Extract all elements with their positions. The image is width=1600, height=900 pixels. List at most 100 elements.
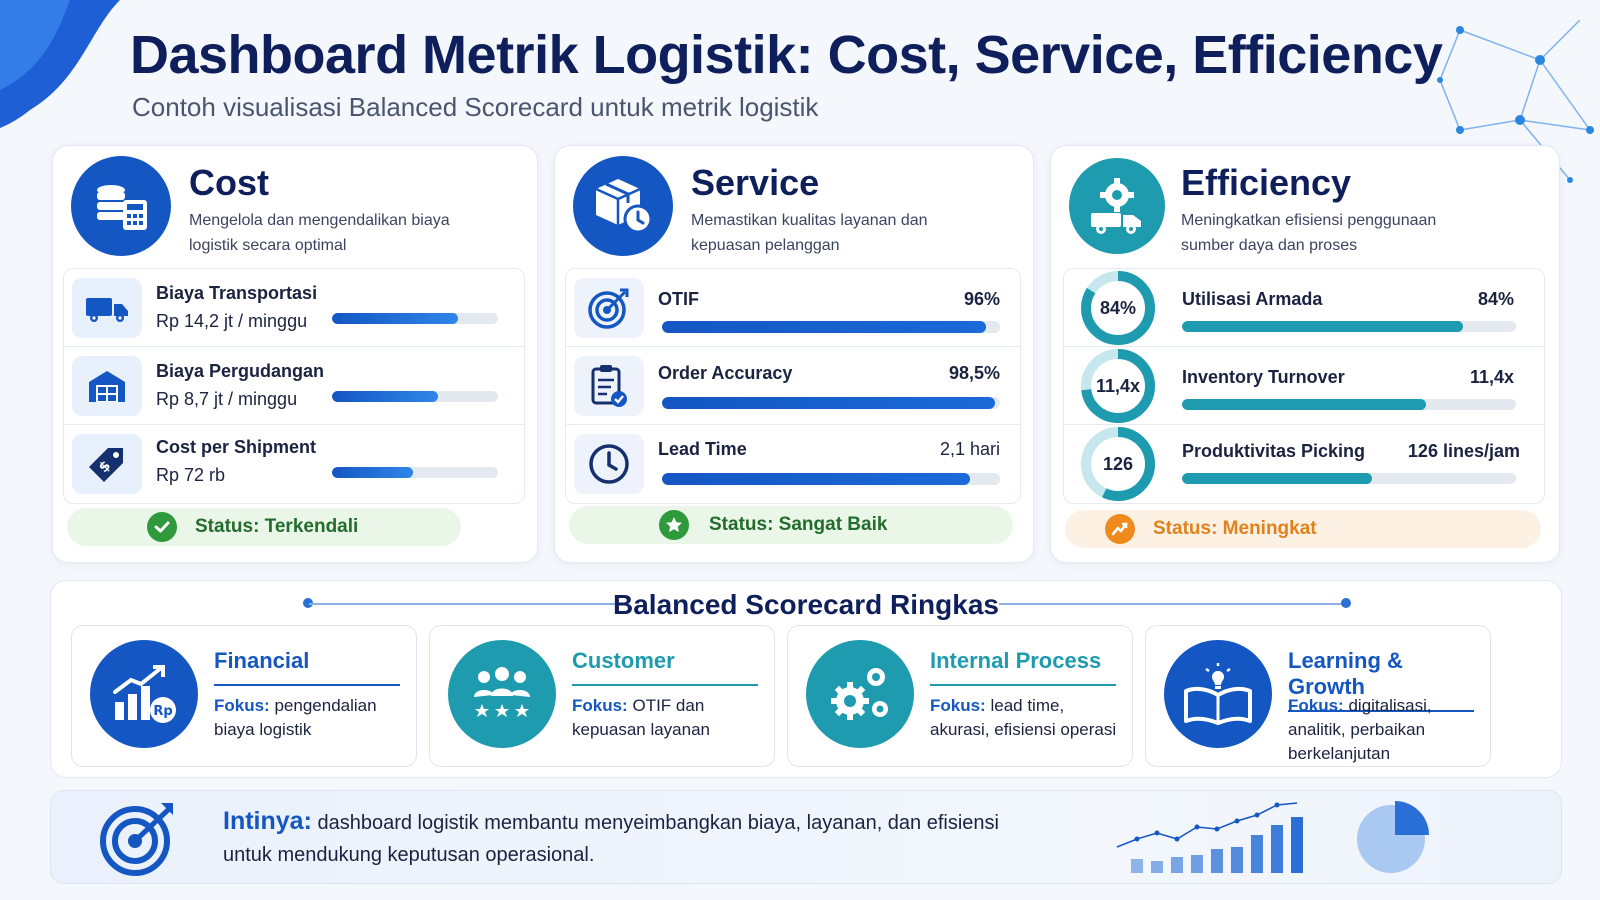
efficiency-card: Efficiency Meningkatkan efisiensi penggu… — [1050, 145, 1560, 563]
progress-bar — [662, 473, 1000, 485]
takeaway-body: dashboard logistik membantu menyeimbangk… — [223, 812, 999, 866]
page-title: Dashboard Metrik Logistik: Cost, Service… — [130, 25, 1443, 85]
corner-swoosh-decoration — [0, 0, 120, 128]
metric-row-inventory-turnover: 11,4x Inventory Turnover 11,4x — [1064, 347, 1544, 425]
metric-label: Cost per Shipment — [156, 437, 317, 457]
bsc-name: Financial — [214, 648, 400, 686]
metric-value: 98,5% — [948, 363, 1000, 383]
gear-truck-icon — [1069, 158, 1165, 254]
network-decoration — [1437, 20, 1594, 183]
metric-label: Order Accuracy — [658, 363, 793, 383]
bsc-focus: Fokus: lead time, akurasi, efisiensi ope… — [930, 694, 1126, 742]
progress-bar — [332, 391, 498, 402]
service-card: Service Memastikan kualitas layanan dan … — [554, 145, 1034, 563]
star-circle-icon — [659, 510, 689, 540]
metric-row-otif: OTIF 96% — [566, 269, 1020, 347]
bsc-name: Learning & Growth — [1288, 648, 1474, 712]
metric-row-cost-per-shipment: $ Cost per Shipment Rp 72 rb — [64, 425, 524, 503]
check-circle-icon — [147, 512, 177, 542]
divider-line — [309, 603, 629, 605]
metric-row-produktivitas-picking: 126 Produktivitas Picking 126 lines/jam — [1064, 425, 1544, 503]
progress-bar — [332, 467, 498, 478]
service-metrics: OTIF 96% Order Accuracy 98,5% Lead Time … — [565, 268, 1021, 504]
progress-bar — [662, 321, 1000, 333]
efficiency-metrics: 84% Utilisasi Armada 84% 11,4x Inventory… — [1063, 268, 1545, 504]
service-title: Service — [691, 162, 820, 203]
target-arrow-icon — [100, 803, 173, 876]
progress-fill — [662, 321, 987, 333]
balanced-scorecard-section: Balanced Scorecard Ringkas Rp Financial … — [50, 580, 1562, 778]
target-icon — [574, 278, 644, 338]
growth-chart-rp-icon: Rp — [90, 640, 198, 748]
progress-fill — [332, 391, 439, 402]
progress-bar — [332, 313, 498, 324]
bsc-focus: Fokus: digitalisasi, analitik, perbaikan… — [1288, 694, 1484, 766]
bsc-card-customer: Customer Fokus: OTIF dan kepuasan layana… — [429, 625, 775, 767]
progress-fill — [332, 467, 414, 478]
focus-label: Fokus: — [214, 696, 270, 715]
metric-row-biaya-transportasi: Biaya Transportasi Rp 14,2 jt / minggu — [64, 269, 524, 347]
ring-value: 84% — [1099, 297, 1137, 318]
cost-description: Mengelola dan mengendalikan biaya logist… — [189, 212, 450, 254]
progress-fill — [332, 313, 459, 324]
metric-label: OTIF — [658, 289, 699, 309]
metric-row-biaya-pergudangan: Biaya Pergudangan Rp 8,7 jt / minggu — [64, 347, 524, 425]
ring-gauge — [1081, 427, 1155, 501]
progress-fill — [662, 473, 970, 485]
status-text: Status: Terkendali — [195, 516, 359, 537]
price-tag-icon: $ — [72, 434, 142, 494]
cost-card: Cost Mengelola dan mengendalikan biaya l… — [52, 145, 538, 563]
trend-up-icon — [1105, 514, 1135, 544]
metric-label: Lead Time — [658, 439, 747, 459]
book-lightbulb-icon — [1164, 640, 1272, 748]
efficiency-description: Meningkatkan efisiensi penggunaan sumber… — [1181, 212, 1437, 254]
key-takeaway-banner: Intinya: dashboard logistik membantu men… — [50, 790, 1562, 884]
cost-metrics: Biaya Transportasi Rp 14,2 jt / minggu B… — [63, 268, 525, 504]
ring-gauge — [1081, 271, 1155, 345]
focus-text: pengendalian biaya logistik — [214, 696, 377, 739]
metric-label: Biaya Transportasi — [156, 283, 318, 303]
metric-value: Rp 14,2 jt / minggu — [156, 311, 308, 331]
bsc-focus: Fokus: pengendalian biaya logistik — [214, 694, 410, 742]
section-title: Balanced Scorecard Ringkas — [613, 589, 999, 620]
metric-value: 96% — [963, 289, 1000, 309]
service-status-badge: Status: Sangat Baik — [569, 506, 1013, 544]
divider-dot — [303, 598, 313, 608]
focus-text: OTIF dan kepuasan layanan — [572, 696, 711, 739]
gears-icon — [806, 640, 914, 748]
bsc-card-learning-growth: Learning & Growth Fokus: digitalisasi, a… — [1145, 625, 1491, 767]
pie-chart-decoration — [1357, 801, 1429, 873]
metric-row-lead-time: Lead Time 2,1 hari — [566, 425, 1020, 503]
metric-value: 2,1 hari — [939, 439, 1000, 459]
clock-icon — [574, 434, 644, 494]
progress-bar — [1182, 473, 1516, 484]
cost-status-badge: Status: Terkendali — [67, 508, 461, 546]
metric-value: Rp 8,7 jt / minggu — [156, 389, 298, 409]
progress-bar — [1182, 399, 1516, 410]
takeaway-label: Intinya: — [223, 807, 312, 835]
progress-fill — [1182, 321, 1463, 332]
takeaway-text: Intinya: dashboard logistik membantu men… — [223, 805, 1043, 871]
package-clock-icon — [573, 156, 673, 256]
focus-label: Fokus: — [1288, 696, 1344, 715]
divider-line — [999, 603, 1345, 605]
divider-dot — [1341, 598, 1351, 608]
metric-label: Inventory Turnover — [1182, 367, 1345, 387]
metric-label: Produktivitas Picking — [1182, 441, 1366, 461]
coins-calculator-icon — [71, 156, 171, 256]
metric-value: 84% — [1477, 289, 1514, 309]
customers-stars-icon — [448, 640, 556, 748]
metric-row-utilisasi-armada: 84% Utilisasi Armada 84% — [1064, 269, 1544, 347]
focus-text: digitalisasi, analitik, perbaikan berkel… — [1288, 696, 1432, 763]
focus-label: Fokus: — [572, 696, 628, 715]
efficiency-status-badge: Status: Meningkat — [1065, 510, 1541, 548]
ring-gauge — [1081, 349, 1155, 423]
focus-text: lead time, akurasi, efisiensi operasi — [930, 696, 1117, 739]
page-subtitle: Contoh visualisasi Balanced Scorecard un… — [132, 92, 819, 122]
checklist-icon — [574, 356, 644, 416]
status-text: Status: Meningkat — [1153, 518, 1317, 539]
progress-bar — [662, 397, 1000, 409]
metric-value: 11,4x — [1469, 367, 1514, 387]
progress-bar — [1182, 321, 1516, 332]
metric-row-order-accuracy: Order Accuracy 98,5% — [566, 347, 1020, 425]
